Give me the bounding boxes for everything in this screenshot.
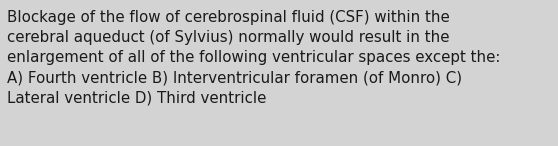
Text: Blockage of the flow of cerebrospinal fluid (CSF) within the
cerebral aqueduct (: Blockage of the flow of cerebrospinal fl… (7, 10, 501, 105)
